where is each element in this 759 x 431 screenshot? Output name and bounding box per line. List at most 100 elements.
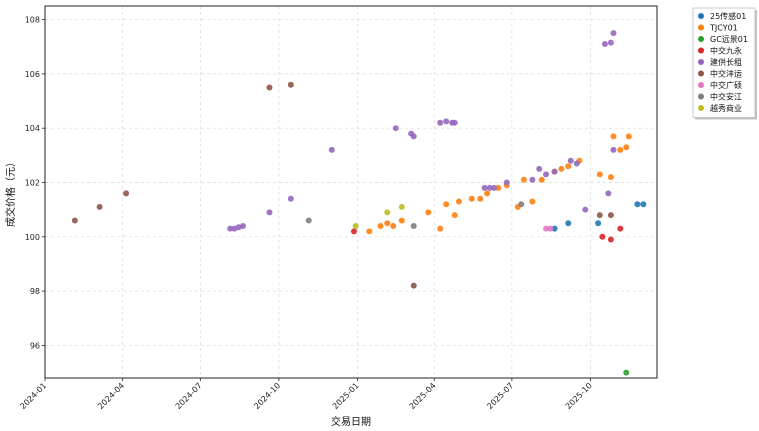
data-point (227, 225, 234, 232)
data-point (625, 133, 632, 140)
data-point (551, 168, 558, 175)
data-point (398, 217, 405, 224)
data-point (565, 220, 572, 227)
data-point (529, 198, 536, 205)
legend-marker (698, 93, 704, 100)
data-point (623, 144, 630, 151)
data-point (543, 225, 550, 232)
legend-label: 中交九永 (710, 46, 742, 56)
data-point (607, 212, 614, 219)
data-point (455, 198, 462, 205)
data-point (486, 184, 493, 191)
data-point (96, 203, 103, 210)
data-point (520, 176, 527, 183)
data-point (610, 133, 617, 140)
data-point (240, 222, 247, 229)
data-point (607, 39, 614, 46)
data-point (71, 217, 78, 224)
legend: 25传感01 TJCY01 GC远景01 中交九永建供长租中交沣运中交广硕中交安江越秀… (692, 7, 757, 120)
legend-marker (698, 59, 704, 65)
data-point (551, 225, 558, 232)
x-tick-label: 2024-04 (96, 381, 126, 411)
data-point (607, 236, 614, 243)
legend-label: GC远景01 (710, 35, 748, 44)
data-point (352, 222, 359, 229)
x-axis: 2024-01 2024-04 2024-07 2024-10 2025-01 2025-… (18, 378, 594, 411)
data-point (617, 225, 624, 232)
data-point (567, 157, 574, 164)
data-point (398, 203, 405, 210)
data-point (538, 176, 545, 183)
data-point (425, 209, 432, 216)
data-point (468, 195, 475, 202)
data-point (410, 222, 417, 229)
data-point (605, 190, 612, 197)
grid (44, 6, 657, 378)
y-tick-label: 100 (25, 233, 40, 242)
data-point (596, 212, 603, 219)
legend-label: TJCY01 (709, 24, 738, 33)
data-point (384, 209, 391, 216)
y-tick-label: 96 (30, 341, 40, 350)
data-point (390, 222, 397, 229)
plot-frame (44, 5, 658, 379)
data-point (443, 201, 450, 208)
legend-label: 中交安江 (710, 92, 742, 102)
data-point (634, 201, 641, 208)
data-point (536, 165, 543, 172)
data-point (599, 233, 606, 240)
data-point (477, 195, 484, 202)
legend-label: 中交广硕 (710, 80, 742, 90)
x-tick-label: 2024-10 (252, 381, 282, 411)
y-tick-label: 106 (25, 70, 40, 79)
x-tick-label: 2025-07 (485, 381, 515, 411)
data-point (481, 184, 488, 191)
x-axis-title: 交易日期 (331, 415, 371, 428)
x-tick-label: 2024-07 (174, 381, 204, 411)
data-point (543, 171, 550, 178)
data-point (503, 179, 510, 186)
y-tick-label: 104 (25, 124, 40, 133)
y-tick-label: 102 (25, 178, 40, 187)
data-point (366, 228, 373, 235)
data-points (71, 30, 647, 376)
data-point (596, 171, 603, 178)
data-point (601, 41, 608, 48)
data-point (610, 30, 617, 37)
data-point (384, 220, 391, 227)
data-point (266, 84, 273, 91)
data-point (558, 165, 565, 172)
x-tick-label: 2024-01 (18, 381, 48, 411)
data-point (392, 125, 399, 132)
legend-marker (698, 47, 704, 54)
data-point (547, 225, 554, 232)
data-point (565, 163, 572, 170)
legend-marker (698, 36, 704, 42)
data-point (266, 209, 273, 216)
legend-label: 建供长租 (710, 57, 742, 67)
data-point (518, 201, 525, 208)
data-point (617, 146, 624, 153)
y-axis: 96 98 100 102 104 106 108 (25, 16, 45, 350)
x-tick-label: 2025-10 (564, 381, 594, 411)
data-point (410, 282, 417, 289)
data-point (490, 184, 497, 191)
legend-marker (698, 24, 704, 31)
legend-marker (698, 82, 704, 88)
data-point (287, 195, 294, 202)
legend-label: 中交沣运 (710, 69, 742, 79)
legend-marker (698, 70, 704, 77)
data-point (610, 146, 617, 153)
data-point (350, 228, 357, 235)
y-tick-label: 108 (25, 16, 40, 25)
data-point (305, 217, 312, 224)
data-point (377, 222, 384, 229)
legend-label: 越秀商业 (710, 103, 742, 113)
data-point (410, 133, 417, 140)
data-point (328, 146, 335, 153)
data-point (623, 369, 630, 376)
data-point (451, 212, 458, 219)
data-point (582, 206, 589, 213)
data-point (495, 184, 502, 191)
